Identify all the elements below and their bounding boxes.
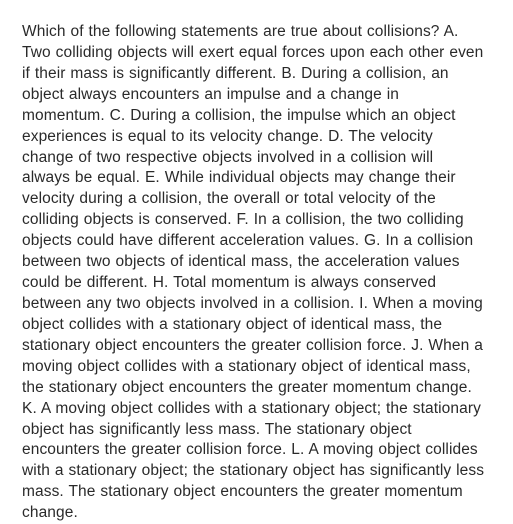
- flashcard: Which of the following statements are tr…: [0, 0, 513, 500]
- flashcard-text: Which of the following statements are tr…: [22, 22, 485, 524]
